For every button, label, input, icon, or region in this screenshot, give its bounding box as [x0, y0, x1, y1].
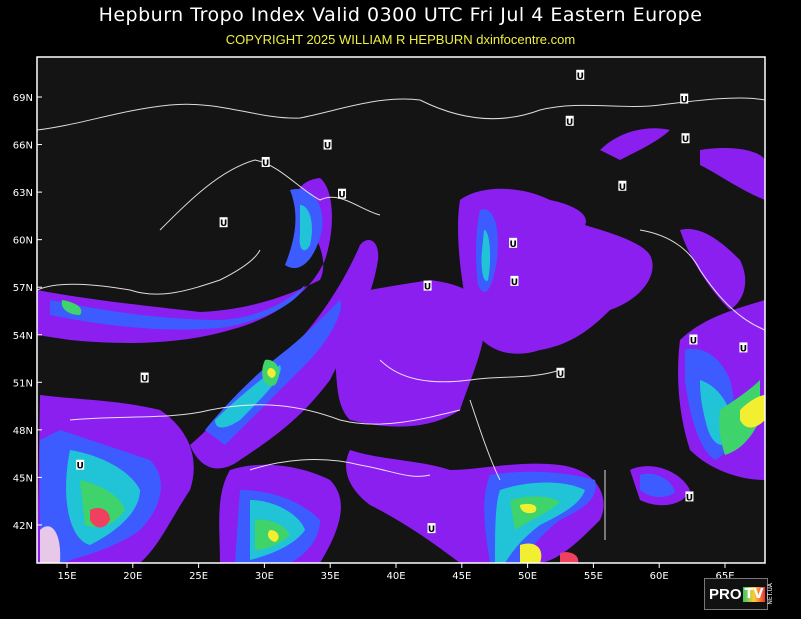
upper-low-marker: U: [681, 133, 690, 145]
logo-tv: TV: [742, 586, 766, 602]
upper-low-marker: U: [427, 523, 436, 535]
svg-text:U: U: [511, 278, 518, 288]
svg-text:U: U: [220, 219, 227, 229]
tropo-index-fill: [37, 97, 765, 563]
svg-text:U: U: [686, 493, 693, 503]
svg-text:U: U: [262, 159, 269, 169]
svg-text:U: U: [740, 344, 747, 354]
upper-low-marker: U: [618, 180, 627, 193]
lon-label: 45E: [452, 571, 471, 582]
upper-low-marker: U: [323, 139, 332, 152]
svg-text:U: U: [619, 183, 626, 193]
upper-low-marker: U: [261, 156, 270, 169]
protv-logo: PRO TV NET.UA: [704, 578, 774, 610]
lat-label: 48N: [13, 426, 33, 437]
upper-low-marker: U: [739, 342, 748, 354]
lon-label: 55E: [584, 571, 603, 582]
upper-low-marker: U: [510, 275, 519, 288]
upper-low-marker: U: [338, 188, 347, 201]
svg-text:U: U: [509, 240, 516, 250]
svg-text:U: U: [77, 462, 84, 472]
logo-net: NET.UA: [767, 583, 775, 605]
svg-text:U: U: [324, 142, 331, 152]
svg-text:U: U: [681, 96, 688, 106]
lat-label: 54N: [13, 331, 33, 342]
upper-low-marker: U: [576, 69, 585, 82]
svg-text:U: U: [682, 135, 689, 145]
svg-text:U: U: [141, 375, 148, 385]
upper-low-marker: U: [423, 280, 432, 293]
upper-low-marker: U: [219, 217, 228, 229]
lat-label: 66N: [13, 141, 33, 152]
upper-low-marker: U: [689, 334, 698, 347]
upper-low-marker: U: [565, 115, 574, 128]
lon-label: 30E: [255, 571, 274, 582]
lat-label: 42N: [13, 521, 33, 532]
lon-label: 25E: [189, 571, 208, 582]
svg-text:U: U: [690, 337, 697, 347]
lon-label: 65E: [715, 571, 734, 582]
lat-label: 60N: [13, 236, 33, 247]
lat-label: 69N: [13, 93, 33, 104]
upper-low-marker: U: [685, 491, 694, 503]
lat-label: 63N: [13, 188, 33, 199]
lat-label: 45N: [13, 473, 33, 484]
logo-pro: PRO: [709, 585, 742, 603]
upper-low-marker: U: [140, 372, 149, 385]
lon-label: 20E: [123, 571, 142, 582]
upper-low-marker: U: [76, 459, 85, 472]
svg-text:U: U: [566, 118, 573, 128]
copyright-line: COPYRIGHT 2025 WILLIAM R HEPBURN dxinfoc…: [225, 32, 576, 47]
lon-label: 40E: [386, 571, 405, 582]
latitude-labels: 69N 66N 63N 60N 57N 54N 51N 48N 45N 42N: [13, 93, 42, 532]
lat-label: 57N: [13, 283, 33, 294]
lat-label: 51N: [13, 378, 33, 389]
lon-label: 15E: [57, 571, 76, 582]
upper-low-marker: U: [509, 237, 518, 250]
map-frame: [36, 56, 766, 564]
svg-text:U: U: [338, 191, 345, 201]
lon-label: 60E: [650, 571, 669, 582]
markers: U U U U U U U U U U U U U U U U U U U: [76, 69, 748, 535]
lon-label: 35E: [321, 571, 340, 582]
map-title: Hepburn Tropo Index Valid 0300 UTC Fri J…: [98, 4, 703, 26]
svg-text:U: U: [428, 525, 435, 535]
svg-text:U: U: [557, 370, 564, 380]
upper-low-marker: U: [680, 93, 689, 106]
svg-text:U: U: [424, 283, 431, 293]
svg-text:U: U: [577, 72, 584, 82]
longitude-labels: 15E 20E 25E 30E 35E 40E 45E 50E 55E 60E 65E: [57, 563, 735, 582]
upper-low-marker: U: [556, 367, 565, 380]
lon-label: 50E: [518, 571, 537, 582]
